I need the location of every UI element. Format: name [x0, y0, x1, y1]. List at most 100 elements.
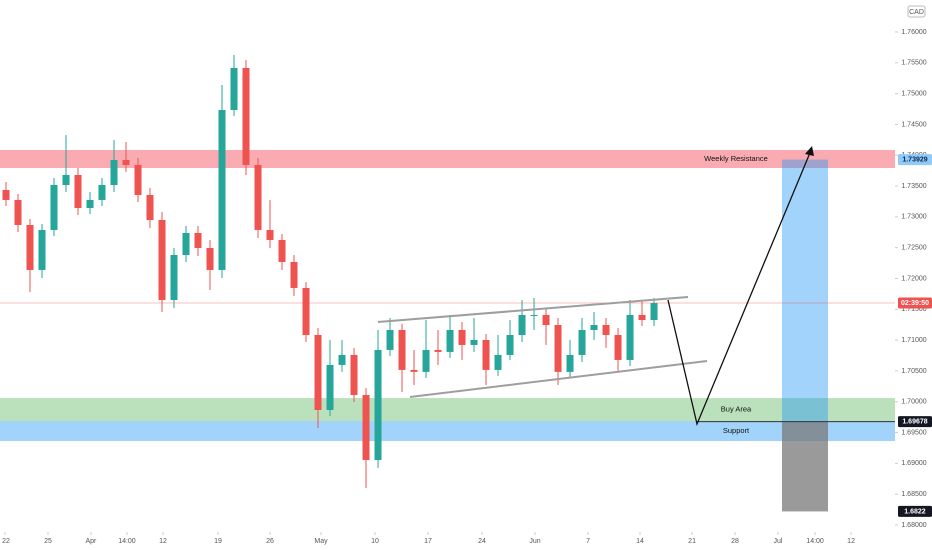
projection-arrow	[667, 147, 813, 427]
candle-body	[506, 334, 514, 355]
candles	[0, 54, 895, 489]
candle-body	[134, 164, 142, 195]
candle-body	[494, 354, 502, 370]
y-tick-label: 1.73500	[901, 183, 926, 190]
y-tick-label: 1.75000	[901, 90, 926, 97]
y-tick-label: 1.72500	[901, 245, 926, 252]
zone-label: Buy Area	[721, 405, 752, 414]
candle-body	[410, 369, 418, 372]
x-tick-label: 14:00	[118, 538, 136, 545]
candle-body	[518, 314, 526, 335]
position-stop	[782, 421, 828, 512]
y-tick-label: 1.73000	[901, 214, 926, 221]
y-tick-label: 1.68000	[901, 522, 926, 529]
candle-body	[350, 354, 358, 396]
candle-body	[434, 349, 442, 352]
candle-body	[482, 339, 490, 370]
y-tick-label: 1.69500	[901, 429, 926, 436]
x-tick-label: 12	[847, 538, 855, 545]
y-tick-label: 1.72000	[901, 275, 926, 282]
y-tick-label: 1.76000	[901, 29, 926, 36]
candle-body	[2, 189, 10, 200]
x-tick-label: 12	[159, 538, 167, 545]
candle-body	[422, 349, 430, 372]
axes: CAD 1.68000 1.68500 1.69000 1.69500 1.70000 1…	[2, 5, 932, 545]
y-tick-label: 1.68500	[901, 491, 926, 498]
target-tag-bg	[898, 154, 932, 166]
x-tick-label: 14:00	[806, 538, 824, 545]
candle-body	[26, 224, 34, 270]
candle-body	[242, 67, 250, 165]
x-tick-label: 19	[214, 538, 222, 545]
candle-body	[554, 325, 562, 372]
x-tick-label: 21	[688, 538, 696, 545]
candle-body	[638, 314, 646, 321]
candle-body	[14, 199, 22, 225]
entry-tag-bg	[898, 416, 932, 428]
y-tick-label: 1.71500	[901, 306, 926, 313]
x-tick-label: 28	[731, 538, 739, 545]
candle-body	[374, 349, 382, 460]
candle-body	[614, 334, 622, 360]
candle-body	[338, 354, 346, 365]
candle-body	[446, 329, 454, 352]
candle-body	[254, 164, 262, 230]
channel-lower	[409, 360, 708, 398]
zone-label: Support	[723, 426, 750, 435]
countdown-tag: 02:39:50	[901, 300, 929, 307]
x-tick-label: 17	[424, 538, 432, 545]
candle-body	[386, 329, 394, 350]
candle-body	[278, 239, 286, 262]
candle-body	[194, 233, 202, 248]
y-tick-label: 1.70500	[901, 368, 926, 375]
candle-body	[218, 109, 226, 270]
candle-body	[50, 184, 58, 230]
x-tick-label: 7	[586, 538, 590, 545]
target-tag: 1.73929	[902, 156, 927, 163]
candle-body	[110, 159, 118, 185]
candle-body	[86, 199, 94, 208]
candle-body	[182, 233, 190, 256]
candle-body	[290, 261, 298, 288]
currency-box	[907, 5, 926, 18]
zone-label: Weekly Resistance	[704, 154, 768, 163]
candle-body	[314, 334, 322, 410]
candle-body	[626, 314, 634, 360]
x-tick-label: 25	[44, 538, 52, 545]
stop-tag: 1.6822	[904, 508, 926, 515]
currency: CAD	[909, 9, 924, 16]
zone	[0, 398, 895, 422]
candle-body	[62, 175, 70, 185]
y-tick-label: 1.74500	[901, 121, 926, 128]
candle-body	[602, 325, 610, 335]
x-tick-label: May	[314, 538, 328, 545]
candle-body	[458, 329, 466, 345]
candle-body	[38, 229, 46, 270]
candle-body	[206, 247, 214, 270]
candle-body	[542, 314, 550, 326]
x-tick-label: Jul	[774, 538, 783, 545]
zones: Weekly Resistance Buy Area Support	[0, 149, 895, 512]
candle-body	[650, 303, 658, 321]
position-target	[782, 159, 828, 422]
x-tick-label: 22	[2, 538, 10, 545]
candle-body	[74, 175, 82, 208]
y-tick-label: 1.71000	[901, 337, 926, 344]
candle-body	[122, 159, 130, 165]
candle-body	[326, 364, 334, 410]
candle-body	[302, 287, 310, 335]
x-tick-label: Apr	[86, 538, 98, 545]
candle-body	[470, 339, 478, 345]
stop-tag-bg	[898, 505, 932, 517]
x-tick-label: 24	[478, 538, 486, 545]
countdown-tag-bg	[898, 297, 932, 309]
candle-body	[266, 229, 274, 240]
zone	[0, 421, 895, 442]
x-tick-label: 14	[636, 538, 644, 545]
candle-body	[566, 354, 574, 372]
candle-body	[530, 314, 538, 316]
candle-body	[170, 255, 178, 300]
candle-body	[146, 194, 154, 220]
